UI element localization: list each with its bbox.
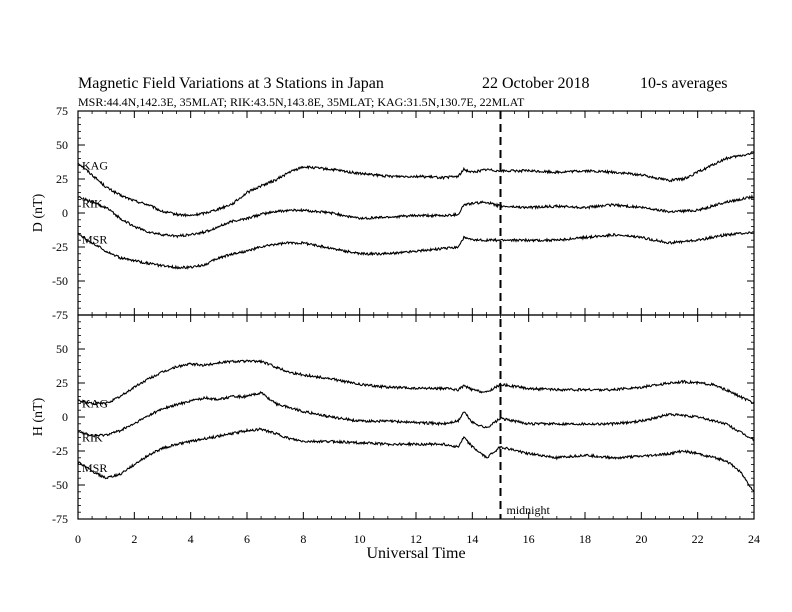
x-tick-label: 24 xyxy=(748,532,760,546)
y-tick-label: 0 xyxy=(62,410,68,424)
y-tick-label: 50 xyxy=(56,342,68,356)
series-label-kag: KAG xyxy=(82,397,108,411)
x-tick-label: 20 xyxy=(635,532,647,546)
x-tick-label: 10 xyxy=(354,532,366,546)
y-tick-label: -25 xyxy=(52,444,68,458)
x-axis-label: Universal Time xyxy=(366,545,465,562)
x-tick-label: 16 xyxy=(523,532,535,546)
series-label-msr: MSR xyxy=(82,232,107,246)
chart-title: Magnetic Field Variations at 3 Stations … xyxy=(78,75,384,92)
x-tick-label: 8 xyxy=(300,532,306,546)
x-tick-label: 6 xyxy=(244,532,250,546)
x-tick-label: 4 xyxy=(188,532,194,546)
y-tick-label: -75 xyxy=(52,512,68,526)
y-axis-label: H (nT) xyxy=(31,397,46,436)
x-tick-label: 18 xyxy=(579,532,591,546)
y-tick-label: -25 xyxy=(52,240,68,254)
y-tick-label: 50 xyxy=(56,138,68,152)
panel-frame xyxy=(77,110,755,316)
x-tick-label: 2 xyxy=(131,532,137,546)
chart-averaging: 10-s averages xyxy=(640,75,728,92)
chart-date: 22 October 2018 xyxy=(482,75,590,92)
y-tick-label: -75 xyxy=(52,308,68,322)
y-tick-label: 0 xyxy=(62,206,68,220)
y-axis-label: D (nT) xyxy=(31,193,46,232)
panel-h: 50 25 0 -25 -50 -75 H (nT) KAG RIK MSR xyxy=(31,314,755,526)
series-kag-line xyxy=(77,359,755,406)
y-tick-label: 25 xyxy=(56,172,68,186)
panel-frame xyxy=(77,314,755,520)
x-tick-label: 14 xyxy=(466,532,478,546)
series-msr-line xyxy=(77,427,755,493)
y-tick-label: 75 xyxy=(56,104,68,118)
midnight-marker: midnight xyxy=(499,111,551,519)
x-tick-label: 0 xyxy=(75,532,81,546)
series-label-kag: KAG xyxy=(82,159,108,173)
series-label-msr: MSR xyxy=(82,461,107,475)
series-rik-line xyxy=(77,194,755,239)
y-tick-label: -50 xyxy=(52,274,68,288)
stations-info: MSR:44.4N,142.3E, 35MLAT; RIK:43.5N,143.… xyxy=(78,95,525,109)
series-msr-line xyxy=(77,231,755,270)
x-tick-label: 22 xyxy=(692,532,704,546)
x-tick-label: 12 xyxy=(410,532,422,546)
midnight-label: midnight xyxy=(507,503,551,517)
series-label-rik: RIK xyxy=(82,197,103,211)
series-rik-line xyxy=(77,390,755,442)
y-tick-label: 25 xyxy=(56,376,68,390)
series-label-rik: RIK xyxy=(82,431,103,445)
y-tick-label: -50 xyxy=(52,478,68,492)
series-kag-line xyxy=(77,151,755,218)
panel-d: 75 50 25 0 -25 -50 -75 D (nT) KAG RIK MSR xyxy=(31,104,755,322)
